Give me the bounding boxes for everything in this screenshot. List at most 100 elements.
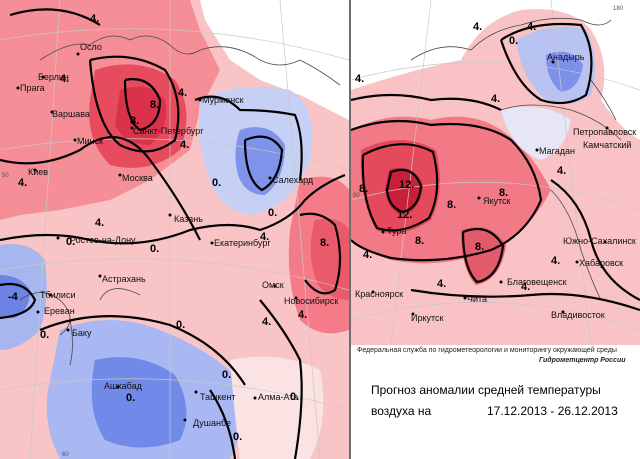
city-label: Ташкент — [200, 392, 235, 402]
contour-label: 4. — [178, 87, 187, 99]
contour-label: 8. — [475, 241, 484, 253]
lon-label: 60 — [62, 452, 69, 458]
city-label: Красноярск — [355, 289, 403, 299]
pale-cold-east — [501, 106, 571, 160]
contour-label: 8. — [415, 235, 424, 247]
forecast-title: Прогноз аномалии средней температуры — [371, 383, 601, 397]
contour-label: 4. — [262, 316, 271, 328]
contour-label: 4. — [551, 255, 560, 267]
city-label: Тбилиси — [40, 290, 76, 300]
city-label: Варшава — [52, 109, 90, 119]
contour-label: 4. — [180, 139, 189, 151]
contour-label: 4. — [95, 217, 104, 229]
contour-label: 0. — [126, 392, 135, 404]
city-label: Баку — [72, 328, 92, 338]
cold-north-core — [235, 127, 285, 195]
city-label: Владивосток — [551, 310, 605, 320]
city-label: Санкт-Петербург — [133, 126, 204, 136]
contour-label: 4. — [355, 73, 364, 85]
city-label: Киев — [28, 167, 48, 177]
contour-label: 0. — [150, 243, 159, 255]
right-anomaly-map: 90 180 4. 4. 0. 4. 4. 8. 8. 12. 12. 8. 8… — [351, 0, 640, 345]
city-label: Магадан — [539, 146, 575, 156]
contour-label: 4. — [260, 231, 269, 243]
warm-core-inner — [385, 167, 423, 215]
city-label: Осло — [80, 42, 102, 52]
city-label: Иркутск — [411, 313, 444, 323]
lat-label: 50 — [2, 173, 9, 179]
city-label: Омск — [262, 280, 284, 290]
city-label: Тура — [387, 226, 406, 236]
contour-label: -4 — [8, 291, 19, 303]
city-label: Мурманск — [202, 95, 244, 105]
neutral-south — [230, 356, 324, 459]
contour-label: 0. — [212, 177, 221, 189]
contour-label: 8. — [320, 237, 329, 249]
city-label: Благовещенск — [507, 277, 567, 287]
warm-east-core — [310, 218, 349, 300]
contour-label: 0. — [176, 319, 185, 331]
contour-label: 0. — [222, 369, 231, 381]
city-label: Ростов-на-Дону — [70, 235, 136, 245]
city-label: Ереван — [44, 306, 75, 316]
city-label: Душанбе — [193, 418, 231, 428]
contour-label: 0. — [66, 236, 75, 248]
city-label: Прага — [20, 83, 45, 93]
city-label: Минск — [77, 136, 103, 146]
city-label: Южно-Сахалинск — [563, 236, 636, 246]
city-markers: Анадырь Петропавловск Камчатский Магадан… — [355, 52, 636, 323]
city-label: Салехард — [272, 175, 314, 185]
lon-label: 90 — [353, 193, 360, 199]
contour-label: 0. — [268, 207, 277, 219]
contour-label: 12. — [397, 209, 412, 221]
city-label: Камчатский — [583, 140, 631, 150]
cold-northeast-core — [546, 51, 583, 92]
forecast-subtitle: воздуха на — [371, 404, 432, 418]
contour-label: 8. — [499, 187, 508, 199]
map-caption: Федеральная служба по гидрометеорологии … — [351, 345, 640, 459]
contour-label: 4. — [18, 177, 27, 189]
left-anomaly-map: 50 60 4. 4. 8. 8. 4. 4. 4. 4. 0. 0. 0. 0… — [0, 0, 349, 459]
contour-label: 4. — [60, 73, 69, 85]
contour-label: 4. — [521, 281, 530, 293]
city-label: Хабаровск — [579, 258, 623, 268]
city-label: Новосибирск — [284, 296, 338, 306]
contour-label: 8. — [130, 115, 139, 127]
contour-label: 8. — [150, 99, 159, 111]
contour-label: 4. — [557, 165, 566, 177]
contour-label: 4. — [298, 309, 307, 321]
contour-label: 4. — [491, 93, 500, 105]
contour-label: 0. — [233, 431, 242, 443]
city-label: Алма-Ата — [258, 392, 298, 402]
contour-label: 4. — [90, 13, 99, 25]
contour-label: 0. — [290, 391, 299, 403]
forecast-dates: 17.12.2013 - 26.12.2013 — [487, 404, 618, 418]
contour-label: 8. — [359, 183, 368, 195]
warm-core-inner — [115, 86, 166, 145]
city-label: Москва — [122, 173, 153, 183]
city-label: Анадырь — [547, 52, 585, 62]
contour-label: 12. — [399, 179, 414, 191]
right-map-panel: 90 180 4. 4. 0. 4. 4. 8. 8. 12. 12. 8. 8… — [351, 0, 640, 345]
center-name: Гидрометцентр России — [539, 357, 626, 364]
city-label: Берлин — [38, 72, 69, 82]
city-label: Астрахань — [102, 274, 146, 284]
city-label: Чита — [467, 294, 487, 304]
contour-label: 4. — [363, 249, 372, 261]
city-label: Екатеринбург — [214, 238, 271, 248]
left-map-panel: 50 60 4. 4. 8. 8. 4. 4. 4. 4. 0. 0. 0. 0… — [0, 0, 349, 459]
city-label: Якутск — [483, 196, 511, 206]
contour-label: 8. — [447, 199, 456, 211]
contour-label: 0. — [509, 35, 518, 47]
agency-name: Федеральная служба по гидрометеорологии … — [357, 347, 617, 354]
city-markers: Осло Берлин Прага Варшава Минск Киев Мос… — [16, 42, 338, 428]
contour-label: 0. — [40, 329, 49, 341]
city-label: Казань — [174, 214, 203, 224]
contour-label: 4. — [437, 278, 446, 290]
contour-label: 4. — [527, 21, 536, 33]
city-label: Ашхабад — [104, 381, 143, 391]
city-label: Петропавловск — [573, 127, 636, 137]
lon-label: 180 — [613, 6, 624, 12]
contour-label: 4. — [473, 21, 482, 33]
panel-divider — [349, 0, 351, 459]
